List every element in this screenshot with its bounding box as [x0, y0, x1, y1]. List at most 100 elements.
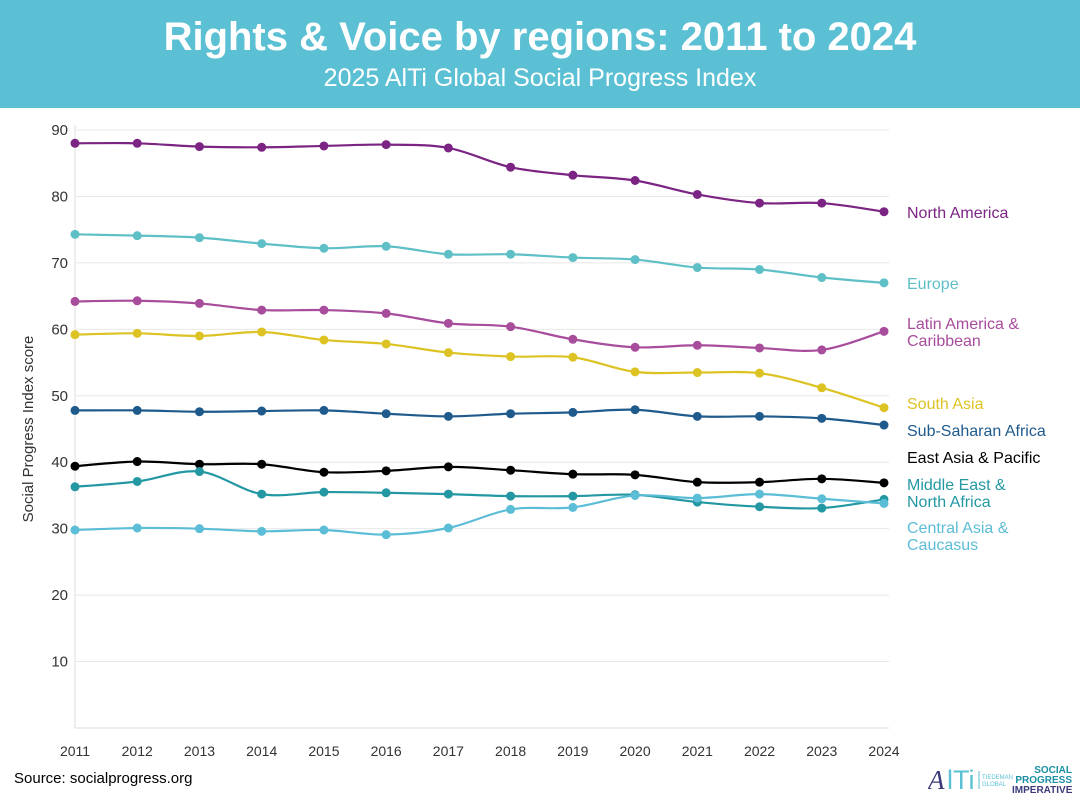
- data-point: [70, 229, 80, 239]
- data-point: [506, 504, 516, 514]
- y-tick-label: 90: [51, 122, 68, 139]
- data-point: [132, 231, 142, 241]
- alti-logo: A lTi TIEDEMANN GLOBAL: [926, 765, 1017, 800]
- series-label: Central Asia & Caucasus: [907, 520, 1009, 554]
- data-point: [506, 491, 516, 501]
- data-point: [506, 322, 516, 332]
- svg-text:TIEDEMANN: TIEDEMANN: [982, 775, 1013, 781]
- data-point: [381, 409, 391, 419]
- data-point: [630, 342, 640, 352]
- source-note: Source: socialprogress.org: [14, 770, 193, 787]
- data-point: [817, 198, 827, 208]
- data-point: [132, 138, 142, 148]
- data-point: [319, 467, 329, 477]
- data-point: [319, 243, 329, 253]
- x-tick-label: 2020: [619, 743, 650, 759]
- data-point: [506, 249, 516, 259]
- chart-subtitle: 2025 AlTi Global Social Progress Index: [323, 64, 757, 92]
- data-point: [879, 478, 889, 488]
- data-point: [319, 141, 329, 151]
- data-point: [568, 407, 578, 417]
- x-tick-label: 2021: [682, 743, 713, 759]
- data-point: [319, 335, 329, 345]
- data-point: [568, 502, 578, 512]
- data-point: [257, 406, 267, 416]
- y-axis-label: Social Progress Index score: [20, 336, 37, 523]
- x-tick-label: 2018: [495, 743, 526, 759]
- y-tick-label: 60: [51, 321, 68, 338]
- data-point: [194, 524, 204, 534]
- x-tick-label: 2011: [60, 743, 90, 759]
- data-point: [630, 367, 640, 377]
- x-tick-label: 2014: [246, 743, 277, 759]
- x-tick-label: 2022: [744, 743, 775, 759]
- data-point: [443, 143, 453, 153]
- data-point: [70, 138, 80, 148]
- series-label: Sub-Saharan Africa: [907, 423, 1046, 440]
- data-point: [381, 488, 391, 498]
- data-point: [443, 249, 453, 259]
- x-tick-label: 2013: [184, 743, 215, 759]
- data-point: [506, 352, 516, 362]
- data-point: [70, 525, 80, 535]
- series-label: South Asia: [907, 396, 984, 413]
- data-point: [630, 470, 640, 480]
- x-tick-label: 2015: [308, 743, 339, 759]
- data-point: [319, 405, 329, 415]
- svg-text:GLOBAL: GLOBAL: [982, 782, 1007, 788]
- data-point: [319, 525, 329, 535]
- data-point: [132, 523, 142, 533]
- data-point: [568, 253, 578, 263]
- data-point: [194, 459, 204, 469]
- data-point: [755, 265, 765, 275]
- data-point: [443, 348, 453, 358]
- data-point: [879, 498, 889, 508]
- data-point: [257, 305, 267, 315]
- data-point: [692, 411, 702, 421]
- series-label: East Asia & Pacific: [907, 450, 1040, 467]
- data-point: [132, 405, 142, 415]
- data-point: [381, 308, 391, 318]
- data-point: [692, 189, 702, 199]
- data-point: [257, 526, 267, 536]
- series-line: [74, 233, 885, 284]
- data-point: [630, 175, 640, 185]
- series-line: [74, 460, 885, 484]
- y-tick-label: 40: [51, 454, 68, 471]
- data-point: [630, 490, 640, 500]
- y-tick-label: 50: [51, 388, 68, 405]
- data-point: [132, 296, 142, 306]
- data-point: [257, 459, 267, 469]
- data-point: [194, 331, 204, 341]
- x-tick-label: 2012: [122, 743, 153, 759]
- chart-header: Rights & Voice by regions: 2011 to 2024 …: [0, 0, 1080, 108]
- data-point: [879, 326, 889, 336]
- data-point: [443, 462, 453, 472]
- data-point: [381, 339, 391, 349]
- data-point: [70, 405, 80, 415]
- series-line: [74, 493, 885, 536]
- x-tick-label: 2016: [371, 743, 402, 759]
- data-point: [506, 465, 516, 475]
- data-point: [755, 489, 765, 499]
- data-point: [755, 411, 765, 421]
- y-tick-label: 20: [51, 587, 68, 604]
- data-point: [194, 298, 204, 308]
- data-point: [381, 241, 391, 251]
- y-tick-label: 70: [51, 255, 68, 272]
- chart-title: Rights & Voice by regions: 2011 to 2024: [163, 15, 917, 59]
- data-point: [381, 140, 391, 150]
- data-point: [692, 263, 702, 273]
- data-point: [879, 278, 889, 288]
- data-point: [132, 457, 142, 467]
- data-point: [692, 493, 702, 503]
- data-point: [817, 474, 827, 484]
- data-point: [319, 305, 329, 315]
- data-point: [443, 411, 453, 421]
- y-tick-label: 30: [51, 521, 68, 538]
- data-point: [817, 383, 827, 393]
- data-point: [630, 405, 640, 415]
- data-point: [817, 413, 827, 423]
- data-point: [257, 489, 267, 499]
